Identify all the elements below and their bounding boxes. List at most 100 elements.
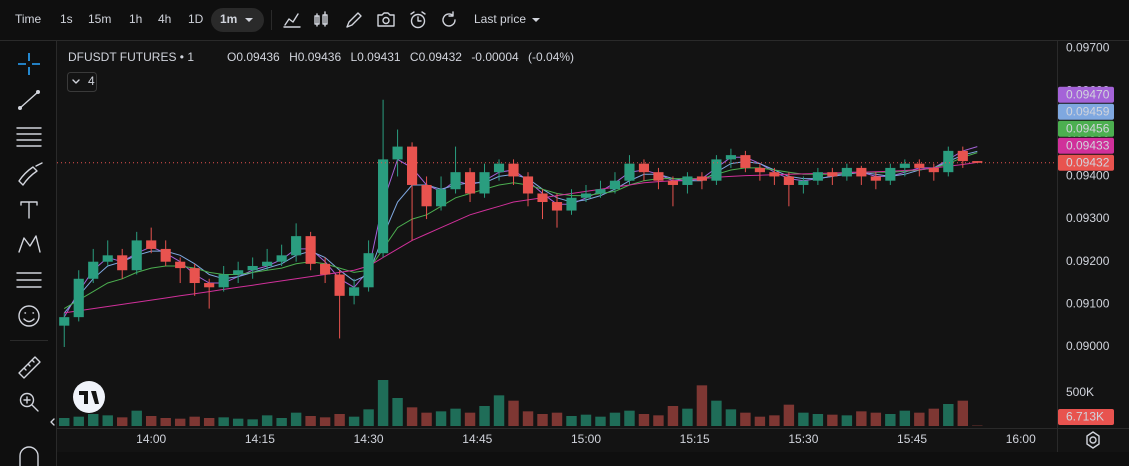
emoji-tool[interactable] xyxy=(18,305,40,327)
price-badge-label: 0.09456 xyxy=(1066,121,1110,135)
volume-bar xyxy=(827,414,838,426)
candle-body xyxy=(218,274,229,288)
candle-body xyxy=(725,155,736,160)
moving-average-line xyxy=(63,150,978,314)
replay-icon[interactable] xyxy=(442,11,456,27)
crosshair-tool[interactable] xyxy=(18,53,40,75)
prediction-tool[interactable] xyxy=(16,272,42,288)
y-tick-label: 0.09700 xyxy=(1066,41,1110,55)
volume-badge xyxy=(1058,409,1114,425)
volume-bar xyxy=(595,416,606,426)
candle-body xyxy=(349,287,360,296)
candle-body xyxy=(421,184,432,207)
volume-bar xyxy=(667,406,679,426)
volume-bar xyxy=(464,412,476,426)
indicator-toggle[interactable] xyxy=(67,72,97,92)
magnet-tool[interactable] xyxy=(19,446,39,466)
volume-bar xyxy=(160,418,171,426)
candle-body xyxy=(957,150,968,162)
y-tick-label: 0.09400 xyxy=(1066,169,1110,183)
volume-badge-label: 6.713K xyxy=(1066,410,1104,424)
candle-body xyxy=(276,255,287,262)
candle-body xyxy=(551,202,563,211)
interval-button[interactable]: 15m xyxy=(88,12,111,26)
candle-body xyxy=(392,146,403,160)
candle-body xyxy=(667,180,679,185)
price-badge-label: 0.09433 xyxy=(1066,138,1110,152)
volume-tick-label: 500K xyxy=(1066,385,1094,399)
ruler-tool[interactable] xyxy=(18,356,41,379)
brush-tool[interactable] xyxy=(18,162,43,186)
interval-button[interactable]: 4h xyxy=(158,12,171,26)
volume-bar xyxy=(740,412,751,426)
fib-tool[interactable] xyxy=(16,127,42,147)
chart-title: DFUSDT FUTURES • 1 xyxy=(68,50,194,64)
legend-change-percent: (-0.04%) xyxy=(528,50,574,64)
candle-body xyxy=(204,283,215,288)
legend-label: C xyxy=(410,50,419,64)
candle-body xyxy=(233,270,244,275)
chart-pane xyxy=(57,41,1129,452)
candle-body xyxy=(827,172,838,177)
volume-bar xyxy=(638,414,650,426)
volume-bar xyxy=(406,407,418,426)
volume-bar xyxy=(653,415,664,426)
volume-bar xyxy=(609,412,621,426)
volume-bar xyxy=(957,400,969,426)
candle-body xyxy=(378,159,389,254)
alarm-icon[interactable] xyxy=(410,13,426,29)
interval-button[interactable]: 1s xyxy=(60,12,73,26)
dropdown-arrow xyxy=(532,18,540,22)
candle-body xyxy=(146,240,157,249)
volume-bar xyxy=(174,418,186,426)
selected-interval-pill[interactable] xyxy=(211,8,264,32)
x-tick-label: 15:45 xyxy=(897,432,927,446)
volume-bar xyxy=(377,380,389,426)
interval-button[interactable]: Time xyxy=(15,12,42,26)
settings-icon[interactable] xyxy=(1089,436,1097,444)
volume-bar xyxy=(725,409,737,426)
indicator-count[interactable]: 4 xyxy=(88,74,95,88)
interval-button[interactable]: 1h xyxy=(129,12,142,26)
volume-bar xyxy=(479,406,490,426)
dropdown-arrow xyxy=(245,18,253,22)
volume-bar xyxy=(319,417,331,426)
selected-interval[interactable]: 1m xyxy=(220,12,237,26)
candle-body xyxy=(943,150,954,173)
volume-bar xyxy=(334,414,345,426)
volume-bar xyxy=(914,412,925,426)
trendline-tool[interactable] xyxy=(19,91,39,109)
chart-type-icon[interactable] xyxy=(283,13,301,28)
volume-bar xyxy=(566,416,577,426)
camera-icon[interactable] xyxy=(377,12,395,27)
zoom-tool[interactable] xyxy=(19,392,35,408)
pattern-tool[interactable] xyxy=(18,235,41,253)
tv-logo[interactable] xyxy=(73,381,105,413)
ohlc-legend: O0.09436 H0.09436 L0.09431 C0.09432 -0.0… xyxy=(227,50,574,64)
text-tool[interactable] xyxy=(20,201,38,219)
interval-button[interactable]: 1D xyxy=(188,12,204,26)
candle-body xyxy=(754,167,765,173)
candle-body xyxy=(928,167,939,173)
candle-body xyxy=(595,189,606,194)
collapse-arrow[interactable] xyxy=(50,418,55,426)
volume-bar xyxy=(682,408,693,426)
volume-bar xyxy=(392,398,403,426)
x-tick-label: 15:15 xyxy=(680,432,710,446)
price-badge-label: 0.09470 xyxy=(1066,87,1110,101)
draw-icon[interactable] xyxy=(346,12,362,28)
candle-body xyxy=(435,189,447,207)
candle-body xyxy=(972,161,983,163)
x-tick-label: 15:00 xyxy=(571,432,601,446)
volume-bar xyxy=(841,415,853,426)
candle-body xyxy=(363,253,374,288)
volume-bar xyxy=(450,408,461,426)
volume-bar xyxy=(783,404,795,426)
x-tick-label: 14:00 xyxy=(136,432,166,446)
price-source[interactable]: Last price xyxy=(474,12,526,26)
candle-body xyxy=(291,236,302,256)
indicators-icon[interactable] xyxy=(314,11,328,27)
volume-bar xyxy=(363,409,374,426)
legend-value: 0.09436 xyxy=(236,50,280,64)
